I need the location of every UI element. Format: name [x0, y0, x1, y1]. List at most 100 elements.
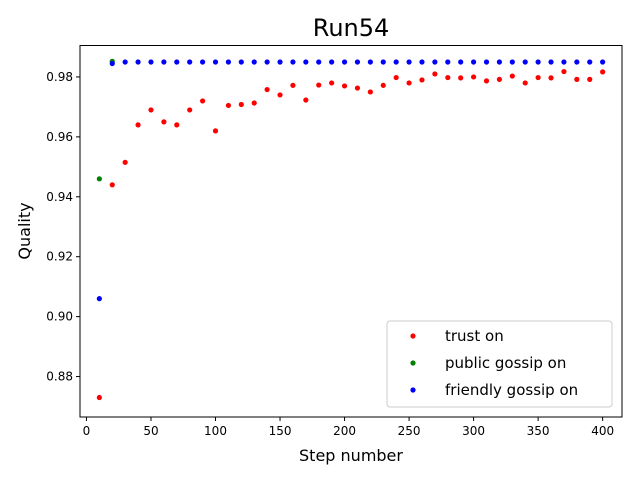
- y-axis: 0.88 0.90 0.92 0.94 0.96 0.98: [46, 70, 80, 384]
- point-trust-on: [419, 77, 425, 83]
- point-friendly-gossip-on: [109, 60, 115, 67]
- point-friendly-gossip-on: [251, 59, 257, 65]
- point-friendly-gossip-on: [432, 59, 438, 65]
- point-friendly-gossip-on: [406, 59, 412, 65]
- legend: trust on public gossip on friendly gossip …: [386, 320, 613, 408]
- point-friendly-gossip-on: [187, 59, 193, 65]
- point-friendly-gossip-on: [316, 59, 322, 65]
- point-friendly-gossip-on: [199, 59, 206, 65]
- point-public-gossip-on: [96, 176, 102, 182]
- point-friendly-gossip-on: [122, 59, 128, 65]
- point-friendly-gossip-on: [212, 59, 219, 65]
- point-trust-on: [187, 107, 193, 113]
- point-trust-on: [548, 75, 554, 81]
- point-trust-on: [174, 122, 180, 128]
- x-tick-label: 150: [269, 424, 292, 438]
- x-tick-label: 100: [204, 424, 227, 438]
- point-friendly-gossip-on: [561, 59, 567, 65]
- point-trust-on: [122, 159, 128, 165]
- x-tick-label: 200: [333, 424, 356, 438]
- point-friendly-gossip-on: [354, 59, 361, 65]
- legend-marker-trust-on: [410, 333, 416, 339]
- x-tick-label: 400: [591, 424, 614, 438]
- point-trust-on: [316, 82, 322, 88]
- point-trust-on: [587, 76, 593, 82]
- point-friendly-gossip-on: [277, 59, 283, 65]
- x-tick-label: 250: [398, 424, 421, 438]
- point-friendly-gossip-on: [574, 59, 580, 65]
- point-trust-on: [483, 78, 490, 84]
- point-friendly-gossip-on: [600, 59, 606, 65]
- point-trust-on: [199, 98, 206, 104]
- point-friendly-gossip-on: [509, 59, 515, 65]
- point-friendly-gossip-on: [264, 59, 270, 65]
- point-trust-on: [303, 97, 309, 103]
- point-trust-on: [238, 101, 244, 108]
- point-friendly-gossip-on: [496, 59, 503, 65]
- point-friendly-gossip-on: [225, 59, 232, 65]
- point-trust-on: [354, 85, 361, 91]
- point-friendly-gossip-on: [341, 59, 348, 65]
- chart-title: Run54: [313, 14, 390, 42]
- legend-box: [386, 320, 613, 408]
- point-friendly-gossip-on: [587, 59, 593, 65]
- y-tick-label: 0.88: [46, 370, 73, 384]
- legend-entry-friendly-gossip-on: friendly gossip on: [445, 381, 578, 399]
- point-trust-on: [470, 74, 477, 80]
- plot-frame: [79, 45, 623, 418]
- point-friendly-gossip-on: [148, 59, 154, 65]
- x-tick-label: 300: [462, 424, 485, 438]
- point-friendly-gossip-on: [458, 59, 464, 65]
- point-friendly-gossip-on: [329, 59, 335, 65]
- point-trust-on: [96, 394, 102, 401]
- point-friendly-gossip-on: [483, 59, 490, 65]
- point-trust-on: [574, 76, 580, 82]
- point-trust-on: [225, 102, 232, 109]
- point-friendly-gossip-on: [445, 59, 451, 65]
- point-friendly-gossip-on: [419, 59, 425, 65]
- point-friendly-gossip-on: [367, 59, 373, 65]
- y-tick-label: 0.98: [46, 70, 73, 84]
- y-tick-label: 0.96: [46, 130, 73, 144]
- point-trust-on: [432, 71, 438, 77]
- legend-entry-trust-on: trust on: [445, 327, 504, 345]
- point-trust-on: [148, 107, 154, 113]
- y-tick-label: 0.94: [46, 190, 73, 204]
- point-friendly-gossip-on: [522, 59, 528, 65]
- data-points: [96, 58, 606, 401]
- point-friendly-gossip-on: [135, 59, 141, 65]
- point-friendly-gossip-on: [290, 59, 296, 65]
- point-friendly-gossip-on: [174, 59, 180, 65]
- point-friendly-gossip-on: [96, 296, 102, 302]
- y-axis-label: Quality: [15, 202, 34, 259]
- point-trust-on: [406, 80, 412, 86]
- point-trust-on: [380, 82, 386, 88]
- point-trust-on: [509, 73, 515, 79]
- point-trust-on: [561, 68, 567, 75]
- point-trust-on: [277, 92, 283, 98]
- point-friendly-gossip-on: [238, 59, 244, 65]
- point-trust-on: [251, 100, 257, 106]
- point-trust-on: [496, 76, 503, 82]
- legend-marker-public-gossip-on: [410, 360, 416, 366]
- point-trust-on: [329, 80, 335, 86]
- point-trust-on: [161, 119, 167, 125]
- point-trust-on: [264, 86, 270, 93]
- x-axis: 0 50 100 150 200 250 300 350 400: [83, 417, 614, 438]
- point-friendly-gossip-on: [303, 59, 309, 65]
- point-trust-on: [367, 89, 373, 95]
- point-friendly-gossip-on: [393, 59, 399, 65]
- legend-entry-public-gossip-on: public gossip on: [445, 354, 566, 372]
- y-tick-label: 0.92: [46, 250, 73, 264]
- x-tick-label: 50: [143, 424, 158, 438]
- point-trust-on: [290, 82, 296, 88]
- point-trust-on: [212, 128, 219, 134]
- point-trust-on: [522, 80, 528, 86]
- point-friendly-gossip-on: [535, 59, 541, 65]
- point-trust-on: [445, 74, 451, 81]
- point-trust-on: [109, 182, 115, 188]
- x-axis-label: Step number: [299, 446, 403, 465]
- point-friendly-gossip-on: [470, 59, 477, 65]
- point-trust-on: [458, 75, 464, 81]
